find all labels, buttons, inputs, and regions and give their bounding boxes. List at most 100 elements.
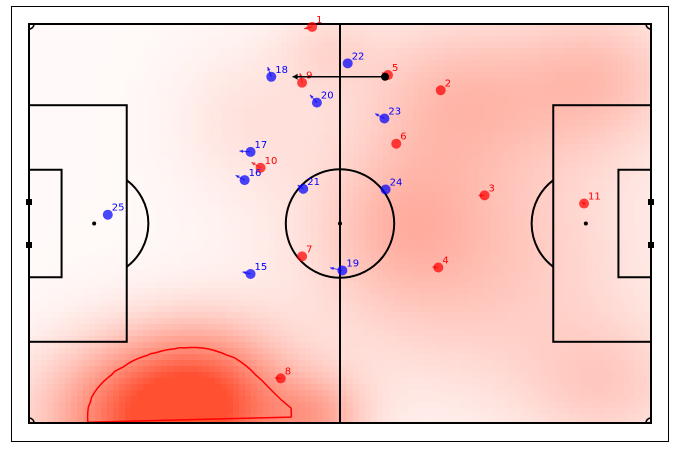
heatmap-cell	[227, 378, 234, 385]
heatmap-cell	[467, 246, 474, 253]
heatmap-cell	[149, 366, 156, 373]
heatmap-cell	[317, 72, 324, 79]
heatmap-cell	[209, 138, 216, 145]
heatmap-cell	[65, 390, 72, 397]
heatmap-cell	[239, 372, 246, 379]
heatmap-cell	[377, 216, 384, 223]
heatmap-cell	[431, 84, 438, 91]
heatmap-cell	[191, 96, 198, 103]
heatmap-cell	[143, 282, 150, 289]
heatmap-cell	[407, 96, 414, 103]
heatmap-cell	[293, 90, 300, 97]
heatmap-cell	[449, 300, 456, 307]
heatmap-cell	[155, 360, 162, 367]
heatmap-cell	[299, 342, 306, 349]
heatmap-cell	[215, 384, 222, 391]
heatmap-cell	[35, 390, 42, 397]
heatmap-cell	[239, 132, 246, 139]
heatmap-cell	[293, 396, 300, 403]
heatmap-cell	[167, 360, 174, 367]
heatmap-cell	[359, 186, 366, 193]
heatmap-cell	[251, 312, 258, 319]
heatmap-cell	[143, 276, 150, 283]
heatmap-cell	[425, 204, 432, 211]
heatmap-cell	[71, 192, 78, 199]
heatmap-cell	[191, 84, 198, 91]
heatmap-cell	[173, 402, 180, 409]
heatmap-cell	[197, 72, 204, 79]
heatmap-cell	[401, 72, 408, 79]
heatmap-cell	[413, 294, 420, 301]
heatmap-cell	[197, 384, 204, 391]
heatmap-cell	[275, 258, 282, 265]
heatmap-cell	[227, 114, 234, 121]
heatmap-cell	[101, 384, 108, 391]
heatmap-cell	[299, 222, 306, 229]
heatmap-cell	[155, 384, 162, 391]
heatmap-cell	[257, 78, 264, 85]
heatmap-cell	[161, 174, 168, 181]
heatmap-cell	[437, 54, 444, 61]
heatmap-cell	[299, 174, 306, 181]
heatmap-cell	[461, 54, 468, 61]
heatmap-cell	[317, 30, 324, 37]
heatmap-cell	[311, 216, 318, 223]
heatmap-cell	[233, 222, 240, 229]
heatmap-cell	[461, 384, 468, 391]
heatmap-cell	[143, 414, 150, 421]
heatmap-cell	[275, 102, 282, 109]
heatmap-cell	[353, 204, 360, 211]
heatmap-cell	[179, 228, 186, 235]
heatmap-cell	[353, 276, 360, 283]
heatmap-cell	[395, 270, 402, 277]
heatmap-cell	[443, 120, 450, 127]
heatmap-cell	[65, 54, 72, 61]
heatmap-cell	[185, 192, 192, 199]
heatmap-cell	[413, 72, 420, 79]
heatmap-cell	[161, 414, 168, 421]
heatmap-cell	[185, 60, 192, 67]
heatmap-cell	[137, 60, 144, 67]
heatmap-cell	[359, 336, 366, 343]
heatmap-cell	[365, 126, 372, 133]
heatmap-cell	[251, 204, 258, 211]
heatmap-cell	[155, 402, 162, 409]
heatmap-cell	[269, 288, 276, 295]
heatmap-cell	[371, 78, 378, 85]
heatmap-cell	[329, 294, 336, 301]
heatmap-cell	[101, 132, 108, 139]
heatmap-cell	[257, 330, 264, 337]
heatmap-cell	[377, 312, 384, 319]
heatmap-cell	[353, 174, 360, 181]
heatmap-cell	[83, 342, 90, 349]
heatmap-cell	[239, 204, 246, 211]
heatmap-cell	[431, 222, 438, 229]
heatmap-cell	[137, 84, 144, 91]
heatmap-cell	[329, 342, 336, 349]
heatmap-cell	[473, 216, 480, 223]
heatmap-cell	[149, 216, 156, 223]
heatmap-cell	[287, 42, 294, 49]
heatmap-cell	[113, 378, 120, 385]
heatmap-cell	[341, 240, 348, 247]
heatmap-cell	[449, 408, 456, 415]
heatmap-cell	[119, 96, 126, 103]
heatmap-cell	[251, 282, 258, 289]
heatmap-cell	[149, 408, 156, 415]
heatmap-cell	[173, 228, 180, 235]
heatmap-cell	[305, 390, 312, 397]
heatmap-cell	[275, 402, 282, 409]
heatmap-cell	[413, 162, 420, 169]
heatmap-cell	[371, 192, 378, 199]
heatmap-cell	[335, 282, 342, 289]
heatmap-cell	[155, 102, 162, 109]
heatmap-cell	[65, 240, 72, 247]
heatmap-cell	[275, 210, 282, 217]
heatmap-cell	[287, 186, 294, 193]
heatmap-cell	[143, 96, 150, 103]
heatmap-cell	[287, 312, 294, 319]
heatmap-cell	[455, 228, 462, 235]
heatmap-cell	[455, 120, 462, 127]
heatmap-cell	[317, 294, 324, 301]
heatmap-cell	[455, 144, 462, 151]
